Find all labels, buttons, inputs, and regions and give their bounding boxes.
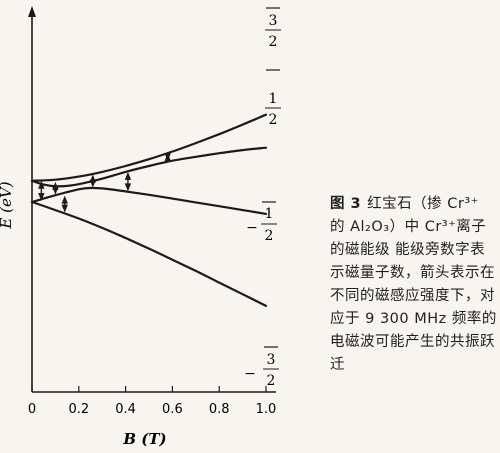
y-axis-label: E (eV): [0, 181, 15, 229]
y-axis-arrowhead: [28, 6, 36, 17]
level-label-3-2: 3 2: [265, 7, 281, 50]
curve-m-minus-1-2: [30, 186, 268, 215]
level-label-minus-3-2-sign: −: [244, 366, 256, 382]
level-label-1-2: 1 2: [265, 69, 281, 128]
transition-arrowhead: [164, 153, 171, 162]
x-tick-label: 1.0: [256, 402, 277, 417]
level-label-3-2-num: 3: [269, 13, 278, 29]
level-label-minus-3-2-num: 3: [267, 352, 276, 368]
transition-arrows: [38, 153, 171, 213]
level-label-minus-3-2-den: 2: [267, 373, 276, 389]
transition-arrowhead: [38, 180, 45, 189]
level-label-minus-1-2-den: 2: [265, 228, 274, 244]
level-label-minus-1-2: − 1 2: [246, 201, 277, 244]
x-tick-label: 0.6: [162, 402, 183, 417]
x-tick-label: 0.8: [209, 402, 230, 417]
level-label-minus-1-2-sign: −: [246, 220, 258, 236]
transition-arrowhead: [124, 171, 132, 180]
figure-caption: 图 3 红宝石（掺 Cr³⁺ 的 Al₂O₃）中 Cr³⁺离子的磁能级 能级旁数字…: [330, 193, 498, 377]
transition-arrowhead: [52, 186, 59, 195]
x-axis-label: B (T): [122, 430, 166, 448]
level-label-minus-1-2-num: 1: [265, 206, 274, 222]
curve-m-minus-3-2: [30, 200, 268, 307]
level-label-1-2-den: 2: [269, 112, 278, 128]
curve-m-1-2: [30, 146, 268, 188]
transition-arrowhead: [124, 183, 132, 192]
transition-arrowhead: [89, 179, 97, 188]
level-label-minus-3-2: − 3 2: [244, 346, 279, 389]
caption-number: 图 3: [330, 196, 362, 212]
x-tick-label: 0.4: [115, 402, 136, 417]
level-label-3-2-den: 2: [269, 34, 278, 50]
x-tick-labels: 0 0.2 0.4 0.6 0.8 1.0: [28, 386, 276, 417]
transition-arrowhead: [61, 195, 68, 204]
caption-text: 红宝石（掺 Cr³⁺ 的 Al₂O₃）中 Cr³⁺离子的磁能级 能级旁数字表示磁…: [330, 196, 497, 373]
transition-arrowhead: [38, 192, 45, 201]
energy-level-curves: [30, 113, 268, 307]
curve-m-3-2: [30, 113, 268, 182]
transition-arrowhead: [61, 204, 68, 213]
x-tick-label: 0.2: [68, 402, 89, 417]
x-tick-label: 0: [28, 402, 36, 417]
level-label-1-2-num: 1: [269, 91, 278, 107]
